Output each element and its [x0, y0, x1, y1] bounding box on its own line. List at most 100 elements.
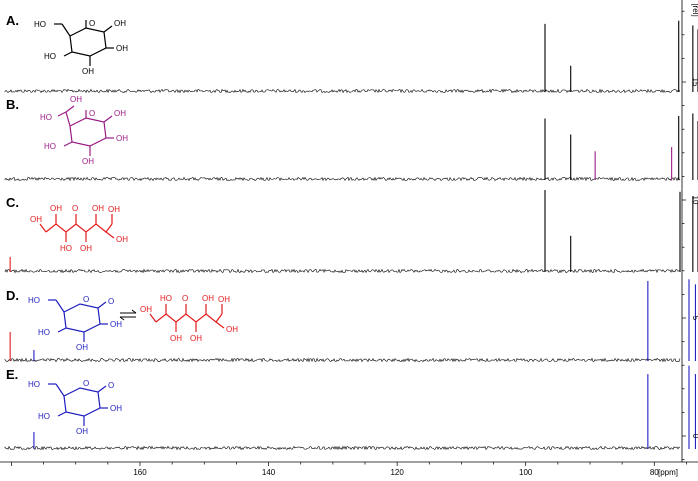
substituent-bond — [63, 51, 73, 57]
atom-label: OH — [50, 204, 62, 213]
substituent-bond — [57, 411, 67, 417]
atom-label: OH — [70, 95, 82, 104]
spectrum-panel-3: C. — [4, 190, 698, 274]
substituent-bond — [61, 23, 71, 37]
forward-arrowhead — [131, 309, 137, 314]
y-tick-label: 15 — [691, 78, 698, 87]
atom-label: OH — [140, 305, 152, 314]
structure-backdrop — [30, 290, 125, 350]
y-tick-label: 0 — [691, 434, 698, 439]
y-axis-label: [rel] — [691, 3, 698, 16]
atom-label: O — [83, 379, 89, 388]
atom-label: O — [89, 109, 95, 118]
structure-backdrop — [135, 285, 240, 355]
atom-label: OH — [76, 427, 88, 436]
atom-label: OH — [202, 294, 214, 303]
y-tick-label: 10 — [691, 196, 698, 205]
atom-label: HO — [160, 294, 172, 303]
atom-label: OH — [226, 325, 238, 334]
atom-label: HO — [38, 412, 50, 421]
atom-label: OH — [116, 235, 128, 244]
chain-bonds — [45, 223, 113, 233]
spectrum-panel-4: D. — [4, 279, 696, 363]
spectrum-panel-2: B. — [4, 97, 698, 182]
baseline-noise — [4, 88, 681, 94]
panel-label: D. — [6, 288, 19, 303]
structure-2: OH HO OH HO OH OH O — [30, 95, 130, 173]
atom-label: OH — [110, 404, 122, 413]
atom-label: OH — [30, 215, 42, 224]
substituent-bond — [103, 115, 113, 123]
atom-label: OH — [170, 334, 182, 343]
panel-label: C. — [6, 195, 19, 210]
atom-label: HO — [28, 380, 40, 389]
structure-backdrop — [30, 10, 130, 75]
x-tick-label: 120 — [390, 468, 404, 477]
atom-label: OH — [114, 19, 126, 28]
atom-label: OH — [92, 204, 104, 213]
baseline-noise — [4, 445, 681, 451]
structure-3: OH OH HO O OH OH OH OH — [30, 190, 150, 260]
atom-label: OH — [116, 134, 128, 143]
substituent-bond — [97, 301, 107, 309]
atom-label: OH — [76, 343, 88, 352]
atom-label: O — [108, 297, 114, 306]
substituent-bond — [55, 383, 65, 397]
panel-label: B. — [6, 97, 19, 112]
atom-label: OH — [110, 320, 122, 329]
substituent-bond — [55, 299, 65, 313]
substituent-bond — [57, 327, 67, 333]
atom-label: HO — [40, 113, 52, 122]
substituent-bond — [103, 25, 113, 33]
spectra-layer: A. B. C. D. E. — [4, 13, 698, 451]
structure-5: OH HO OH O OH OH OH OH — [135, 285, 240, 355]
substituent-bond — [65, 111, 71, 127]
atom-label: O — [182, 294, 188, 303]
baseline-noise — [4, 357, 681, 363]
atom-label: HO — [44, 52, 56, 61]
atom-label: HO — [34, 20, 46, 29]
x-tick-label: 160 — [133, 468, 147, 477]
atom-label: OH — [116, 44, 128, 53]
atom-label: O — [108, 381, 114, 390]
substituent-bond — [149, 313, 157, 323]
atom-label: OH — [190, 334, 202, 343]
atom-label: OH — [114, 109, 126, 118]
atom-label: HO — [60, 244, 72, 253]
structure-6: HO O O HO OH OH — [28, 372, 125, 436]
atom-label: O — [89, 19, 95, 28]
x-tick-label: 100 — [519, 468, 533, 477]
x-tick-label: 80 — [650, 468, 659, 477]
atom-label: OH — [80, 244, 92, 253]
atom-label: HO — [44, 142, 56, 151]
baseline-noise — [4, 176, 681, 182]
substituent-bond — [39, 223, 47, 233]
reverse-arrowhead — [119, 316, 125, 321]
spectrum-panel-1: A. — [4, 13, 698, 94]
y-tick-label: 5 — [691, 316, 698, 321]
atom-label: O — [83, 295, 89, 304]
atom-label: OH — [82, 67, 94, 76]
structure-backdrop — [30, 98, 130, 173]
atom-label: HO — [38, 328, 50, 337]
structure-4: HO O O HO OH OH — [28, 290, 125, 352]
atom-label: OH — [218, 295, 230, 304]
substituent-bond — [97, 385, 107, 393]
structure-1: HO OH HO OH OH O — [30, 10, 130, 76]
panel-label: E. — [6, 367, 18, 382]
atom-label: HO — [28, 296, 40, 305]
substituent-bond — [105, 231, 115, 239]
baseline-noise — [4, 268, 681, 274]
atom-label: OH — [82, 157, 94, 166]
equilibrium-arrows — [119, 309, 137, 321]
substituent-bond — [57, 111, 67, 117]
structure-backdrop — [30, 372, 125, 432]
x-tick-label: 140 — [262, 468, 276, 477]
structure-backdrop — [30, 190, 150, 260]
substituent-bond — [63, 141, 73, 147]
atom-label: OH — [108, 205, 120, 214]
chain-bonds — [155, 313, 223, 323]
